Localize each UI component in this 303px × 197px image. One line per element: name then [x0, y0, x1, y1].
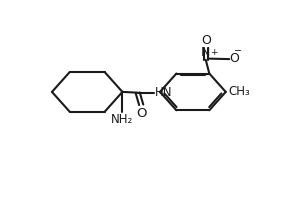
Text: −: − — [234, 46, 242, 56]
Text: HN: HN — [155, 86, 172, 99]
Text: O: O — [201, 34, 211, 47]
Text: O: O — [136, 107, 146, 120]
Text: O: O — [230, 52, 240, 65]
Text: CH₃: CH₃ — [228, 85, 250, 98]
Text: +: + — [210, 47, 218, 57]
Text: N: N — [201, 46, 211, 59]
Text: NH₂: NH₂ — [111, 113, 134, 126]
